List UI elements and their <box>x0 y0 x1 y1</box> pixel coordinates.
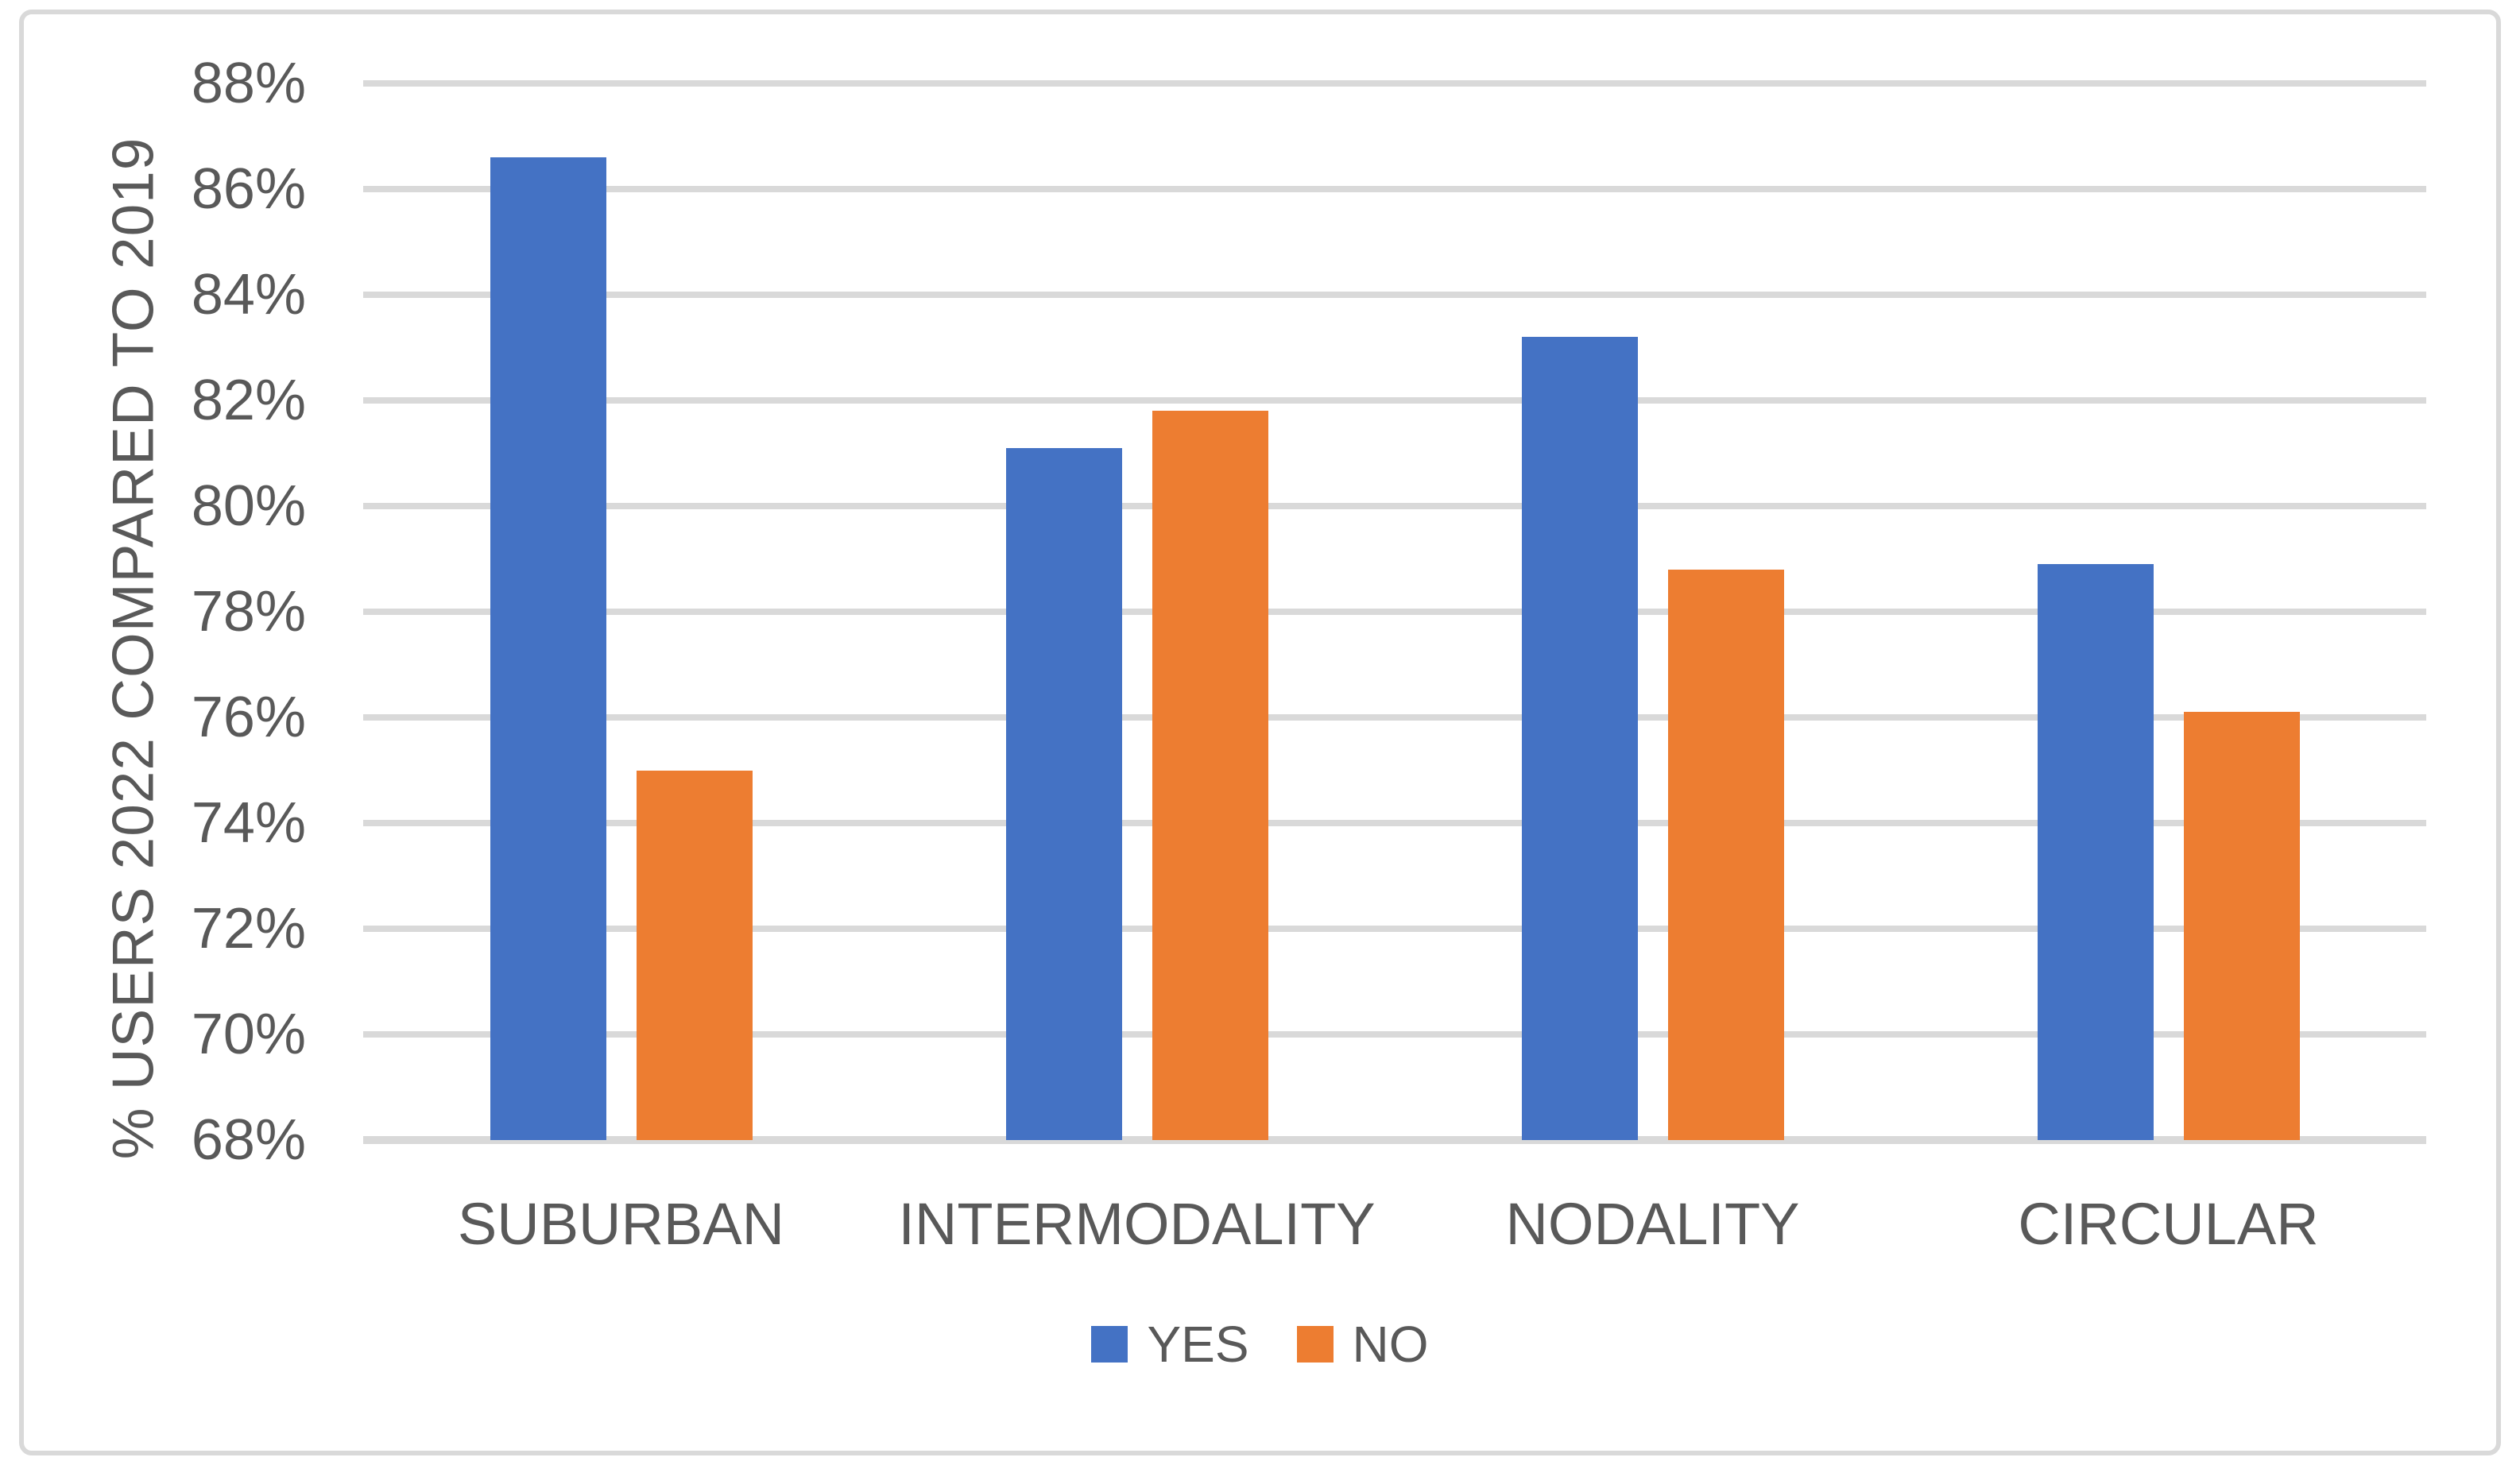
legend-label-no: NO <box>1352 1316 1429 1373</box>
legend: YES NO <box>0 1319 2520 1370</box>
y-tick-label: 84% <box>191 263 306 327</box>
legend-swatch-yes-icon <box>1091 1326 1128 1363</box>
y-tick-label: 88% <box>191 52 306 115</box>
y-tick-label: 86% <box>191 157 306 221</box>
x-label-suburban: SUBURBAN <box>457 1191 785 1257</box>
bar-nodality-no <box>1667 569 1784 1140</box>
x-label-nodality: NODALITY <box>1505 1191 1800 1257</box>
x-label-intermodality: INTERMODALITY <box>898 1191 1376 1257</box>
gridline <box>363 503 2426 509</box>
y-tick-label: 74% <box>191 791 306 855</box>
legend-label-yes: YES <box>1147 1316 1249 1373</box>
y-tick-label: 76% <box>191 686 306 749</box>
bar-circular-yes <box>2037 564 2154 1140</box>
bar-intermodality-no <box>1152 411 1268 1140</box>
gridline <box>363 186 2426 192</box>
bar-group-intermodality <box>879 83 1395 1140</box>
bar-suburban-no <box>636 770 753 1140</box>
gridline <box>363 609 2426 615</box>
gridline <box>363 292 2426 298</box>
bar-groups <box>363 83 2426 1140</box>
y-tick-label: 68% <box>191 1108 306 1172</box>
plot-area: 88% 86% 84% 82% 80% 78% 76% 74% 72% 70% 68% <box>192 55 2426 1169</box>
bar-circular-no <box>2183 712 2300 1140</box>
bar-group-suburban <box>363 83 879 1140</box>
legend-swatch-no-icon <box>1296 1326 1334 1363</box>
gridline <box>363 1136 2426 1144</box>
y-tick-label: 82% <box>191 369 306 432</box>
bar-nodality-yes <box>1521 337 1638 1140</box>
bar-group-circular <box>1910 83 2426 1140</box>
legend-item-yes: YES <box>1091 1316 1249 1373</box>
x-axis-labels: SUBURBAN INTERMODALITY NODALITY CIRCULAR <box>363 1193 2426 1255</box>
gridline <box>363 80 2426 87</box>
gridline <box>363 1031 2426 1038</box>
gridline <box>363 397 2426 404</box>
legend-item-no: NO <box>1296 1316 1429 1373</box>
bar-suburban-yes <box>490 157 606 1140</box>
y-tick-label: 72% <box>191 897 306 961</box>
gridline <box>363 714 2426 721</box>
y-axis-title: % USERS 2022 COMPARED TO 2019 <box>101 137 166 1160</box>
x-label-circular: CIRCULAR <box>2018 1191 2319 1257</box>
y-tick-label: 80% <box>191 474 306 538</box>
gridline <box>363 820 2426 826</box>
y-tick-label: 78% <box>191 580 306 644</box>
bar-group-nodality <box>1395 83 1910 1140</box>
y-tick-label: 70% <box>191 1003 306 1066</box>
bar-intermodality-yes <box>1005 447 1122 1140</box>
gridline <box>363 926 2426 932</box>
